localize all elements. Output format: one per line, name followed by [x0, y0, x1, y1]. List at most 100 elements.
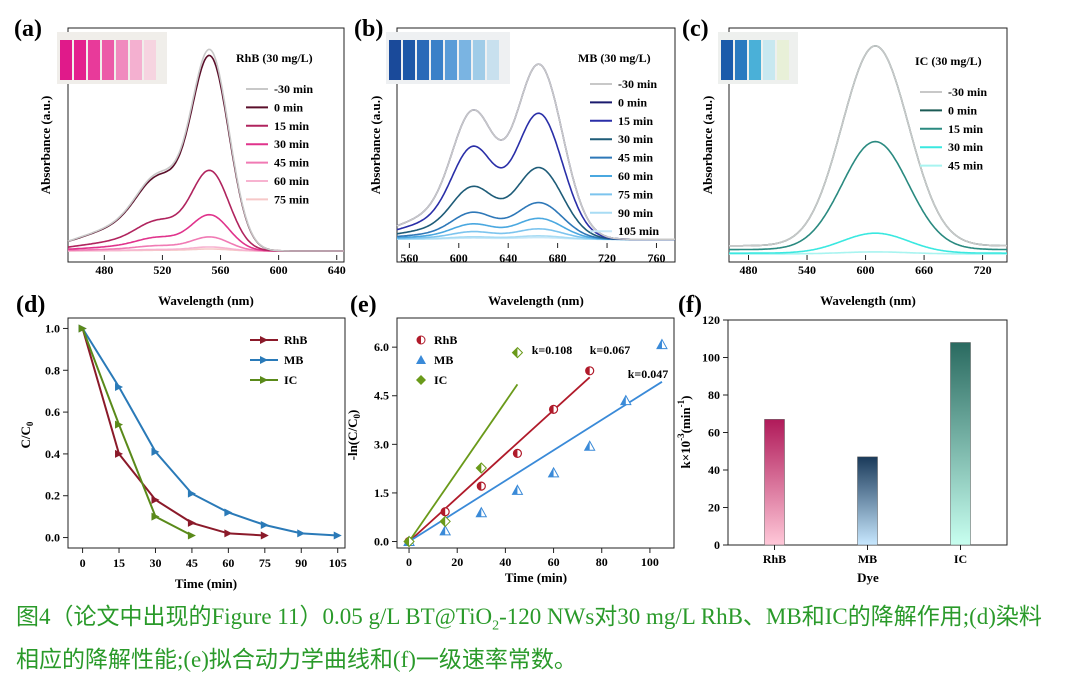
- panel-b-x-ticks: 560 600 640 680 720 760: [400, 243, 665, 265]
- legend-label: RhB: [284, 333, 307, 347]
- y-tick-label: 120: [702, 313, 720, 327]
- data-point-half: [441, 507, 446, 516]
- x-tick-label: 30: [149, 556, 161, 570]
- series-line: [81, 328, 193, 537]
- y-tick-label: 100: [702, 351, 720, 365]
- y-tick-label: 80: [708, 388, 720, 402]
- legend-label: -30 min: [618, 77, 657, 91]
- panel-e-label: (e): [350, 292, 377, 318]
- legend-label: RhB: [434, 333, 457, 347]
- y-tick-label: 60: [708, 426, 720, 440]
- x-tick-label: 45: [186, 556, 198, 570]
- data-point: [260, 531, 269, 540]
- x-tick-label: 480: [95, 263, 113, 277]
- panel-b-legend: -30 min 0 min 15 min 30 min 45 min 60 min 75 m…: [590, 77, 659, 238]
- legend-marker: [416, 355, 426, 364]
- legend-label: 45 min: [274, 156, 309, 170]
- panel-c: (c) IC (30 mg/L) -30 min 0 min 15 min 30 mi…: [682, 16, 1008, 308]
- x-tick-label: 600: [270, 263, 288, 277]
- legend-label: 0 min: [618, 95, 647, 109]
- x-tick-label: 640: [328, 263, 346, 277]
- fit-line: [408, 383, 519, 543]
- x-tick-label: 80: [596, 555, 608, 569]
- x-tick-label: 90: [295, 556, 307, 570]
- panel-e: (e) 0 20 40 60 80 100 0.0 1.5 3.0 4.5 6.0 k=0.108 k=…: [345, 292, 675, 585]
- panel-c-xlabel: Wavelength (nm): [820, 293, 916, 308]
- panel-a-frame: [67, 27, 345, 263]
- panel-e-legend: RhB MB IC: [416, 333, 457, 387]
- panel-c-x-ticks: 480 540 600 660 720: [740, 255, 992, 277]
- data-point-half: [584, 441, 590, 451]
- legend-marker: [260, 376, 268, 384]
- x-tick-label: 20: [451, 555, 463, 569]
- spectrum-line: [67, 213, 344, 252]
- panel-c-title: IC (30 mg/L): [915, 54, 982, 68]
- x-tick-label: 60: [222, 556, 234, 570]
- caption-text-2: -120 NWs对30 mg/L RhB、MB和IC的降解作用;(d)染料相应的…: [16, 604, 1042, 672]
- y-tick-label: 0.8: [45, 363, 60, 377]
- spectrum-line: [729, 45, 1007, 247]
- y-tick-label: 1.0: [45, 321, 60, 335]
- fit-line: [408, 376, 591, 543]
- panel-d-plot: 0 15 30 45 60 75 90 105 0.0 0.2 0.4 0.6 0.8 1.0: [45, 321, 347, 570]
- x-tick-label: 100: [641, 555, 659, 569]
- x-tick-label: IC: [954, 552, 967, 566]
- x-tick-label: 720: [598, 251, 616, 265]
- panel-a-x-ticks: 480 520 560 600 640: [95, 255, 346, 277]
- x-tick-label: 760: [647, 251, 665, 265]
- legend-label: MB: [434, 353, 453, 367]
- legend-label: 15 min: [618, 114, 653, 128]
- legend-label: -30 min: [274, 82, 313, 96]
- legend-label: 0 min: [274, 100, 303, 114]
- data-point-half: [513, 449, 518, 458]
- panel-b-title: MB (30 mg/L): [578, 51, 651, 65]
- figure-caption: 图4（论文中出现的Figure 11）0.05 g/L BT@TiO2-120 …: [16, 600, 1056, 676]
- y-tick-label: 4.5: [374, 389, 389, 403]
- data-point-half: [404, 536, 410, 547]
- data-point: [187, 518, 196, 527]
- panel-c-ylabel: Absorbance (a.u.): [700, 96, 715, 195]
- legend-label: IC: [434, 373, 447, 387]
- data-point-half: [620, 395, 626, 405]
- legend-label: 30 min: [948, 140, 983, 154]
- legend-label: 45 min: [948, 159, 983, 173]
- data-point-half: [440, 516, 446, 527]
- panel-d-label: (d): [16, 292, 45, 318]
- data-point: [333, 531, 342, 540]
- data-point-half: [476, 507, 482, 517]
- bar: [950, 342, 971, 546]
- panel-a-xlabel: Wavelength (nm): [158, 293, 254, 308]
- legend-label: 0 min: [948, 103, 977, 117]
- panel-f-plot: 0 20 40 60 80 100 120 RhB MB IC: [702, 313, 971, 566]
- data-point-half: [656, 339, 662, 349]
- legend-label: 105 min: [618, 224, 659, 238]
- legend-label: -30 min: [948, 85, 987, 99]
- panel-e-ylabel: -ln(C/C0): [345, 410, 362, 461]
- spectrum-line: [729, 251, 1007, 255]
- panel-c-spectra: [729, 45, 1007, 255]
- x-tick-label: 60: [548, 555, 560, 569]
- spectrum-line: [729, 232, 1007, 254]
- data-point: [187, 531, 196, 540]
- legend-marker: [260, 356, 268, 364]
- y-tick-label: 1.5: [374, 486, 389, 500]
- series-line: [81, 327, 338, 537]
- x-tick-label: 105: [329, 556, 347, 570]
- x-tick-label: 40: [499, 555, 511, 569]
- spectrum-line: [729, 140, 1007, 251]
- data-point: [224, 529, 233, 538]
- data-point-half: [549, 405, 554, 414]
- y-tick-label: 0.0: [374, 535, 389, 549]
- legend-label: 30 min: [274, 137, 309, 151]
- y-tick-label: 20: [708, 501, 720, 515]
- panel-a-title: RhB (30 mg/L): [236, 51, 313, 65]
- x-tick-label: 540: [798, 263, 816, 277]
- legend-label: 60 min: [618, 169, 653, 183]
- rate-constant-label: k=0.067: [590, 343, 631, 357]
- legend-label: MB: [284, 353, 303, 367]
- y-tick-label: 0.6: [45, 405, 60, 419]
- y-tick-label: 3.0: [374, 437, 389, 451]
- x-tick-label: 0: [406, 555, 412, 569]
- legend-marker: [416, 375, 426, 385]
- data-point: [260, 521, 269, 529]
